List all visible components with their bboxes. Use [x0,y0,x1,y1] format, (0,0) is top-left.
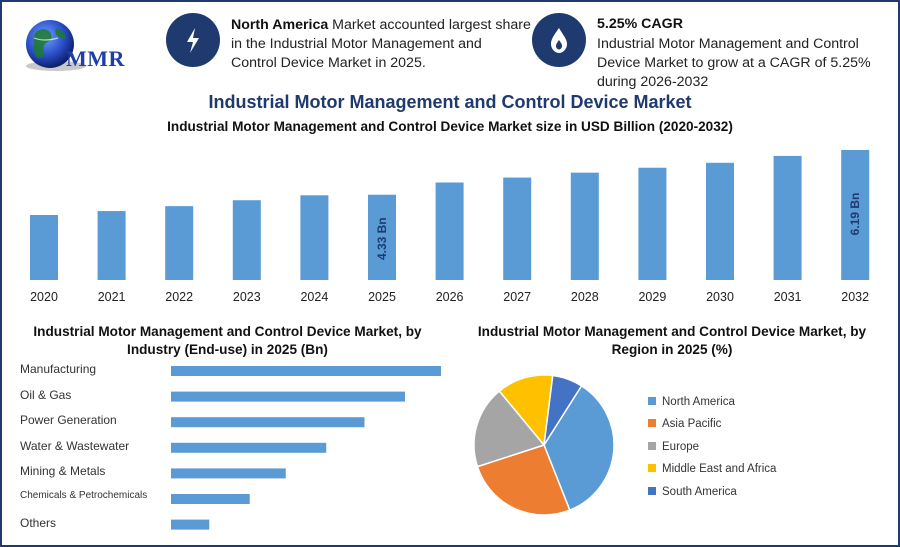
legend-label: Middle East and Africa [662,463,777,476]
legend-swatch [648,419,656,428]
bar-2020 [30,215,58,280]
x-tick-label: 2027 [503,290,531,304]
industry-chart-title: Industrial Motor Management and Control … [33,324,422,357]
pie-slice [473,390,546,468]
globe-icon [26,20,86,71]
legend-swatch [648,486,656,495]
info-left-circle [166,13,220,67]
info-right-circle [532,13,586,67]
x-tick-label: 2026 [436,290,464,304]
lightning-icon [187,28,199,53]
bar-2023 [232,200,261,280]
x-tick-label: 2024 [300,290,328,304]
x-tick-label: 2031 [774,290,802,304]
bar-2030 [706,162,734,280]
pie-slice [476,444,571,516]
flame-icon [551,28,567,53]
legend-item: North America [648,396,735,408]
pie-slice [543,384,615,512]
legend-swatch [648,441,656,450]
bar-2026 [435,182,464,280]
bar-2028 [570,172,599,280]
industry-bar-chart [171,366,441,530]
bar-2031 [773,155,802,280]
bar-2024 [300,195,329,280]
industry-label: Water & Wastewater [20,438,130,453]
industry-label: Manufacturing [20,362,97,376]
chart-subtitle: Industrial Motor Management and Control … [167,119,733,134]
industry-bar [171,391,405,402]
x-tick-label: 2023 [233,290,261,304]
legend-item: South America [648,486,737,498]
info-left-body: Market accounted largest share in the In… [231,17,531,71]
legend-swatch [648,464,656,473]
legend-label: Europe [662,440,700,453]
industry-label: Mining & Metals [20,464,106,479]
bar-2027 [503,177,532,280]
logo-text: MMR [66,46,125,71]
bar-2025 [368,194,396,280]
data-label: 6.19 Bn [848,193,862,236]
industry-bar [171,417,365,428]
info-left-bold: North America [231,17,329,33]
info-left-text: North America Market accounted largest s… [231,16,531,73]
x-tick-label: 2030 [706,290,734,304]
x-tick-label: 2022 [165,290,193,304]
legend-item: Europe [648,441,699,453]
x-tick-label: 2025 [368,290,396,304]
industry-label: Others [20,515,57,530]
industry-label: Oil & Gas [20,387,72,402]
bar-2032 [841,150,870,280]
pie-slice [498,374,554,447]
industry-bar [171,442,327,453]
legend-label: South America [662,485,737,498]
bar-2022 [165,206,194,280]
info-right-title: 5.25% CAGR [597,16,683,32]
industry-bar [171,519,210,530]
industry-bar [171,366,441,376]
x-tick-label: 2020 [30,290,58,304]
info-right-text: Industrial Motor Management and Control … [597,36,871,90]
legend-label: North America [662,396,735,408]
region-pie-chart [473,374,615,516]
region-chart-title: Industrial Motor Management and Control … [477,324,867,357]
legend-swatch [648,396,656,405]
chart-title: Industrial Motor Management and Control … [208,92,692,112]
industry-label: Chemicals & Petrochemicals [20,490,148,501]
x-tick-label: 2021 [98,290,126,304]
data-label: 4.33 Bn [375,217,389,260]
legend-item: Asia Pacific [648,418,721,430]
bar-2029 [638,167,667,280]
x-tick-label: 2032 [841,290,869,304]
bar-2021 [97,211,126,280]
legend-label: Asia Pacific [662,418,722,431]
industry-bar [171,468,286,479]
industry-bar [171,494,250,504]
pie-slice [543,374,583,446]
x-tick-label: 2028 [571,290,599,304]
x-tick-label: 2029 [638,290,666,304]
legend-item: Middle East and Africa [648,463,776,475]
market-size-bar-chart: 2020 2021 2022 2023 2024 2025 4.33 Bn 2026 2027 2… [30,150,870,304]
industry-label: Power Generation [20,413,117,428]
mmr-logo: MMR [14,16,144,78]
